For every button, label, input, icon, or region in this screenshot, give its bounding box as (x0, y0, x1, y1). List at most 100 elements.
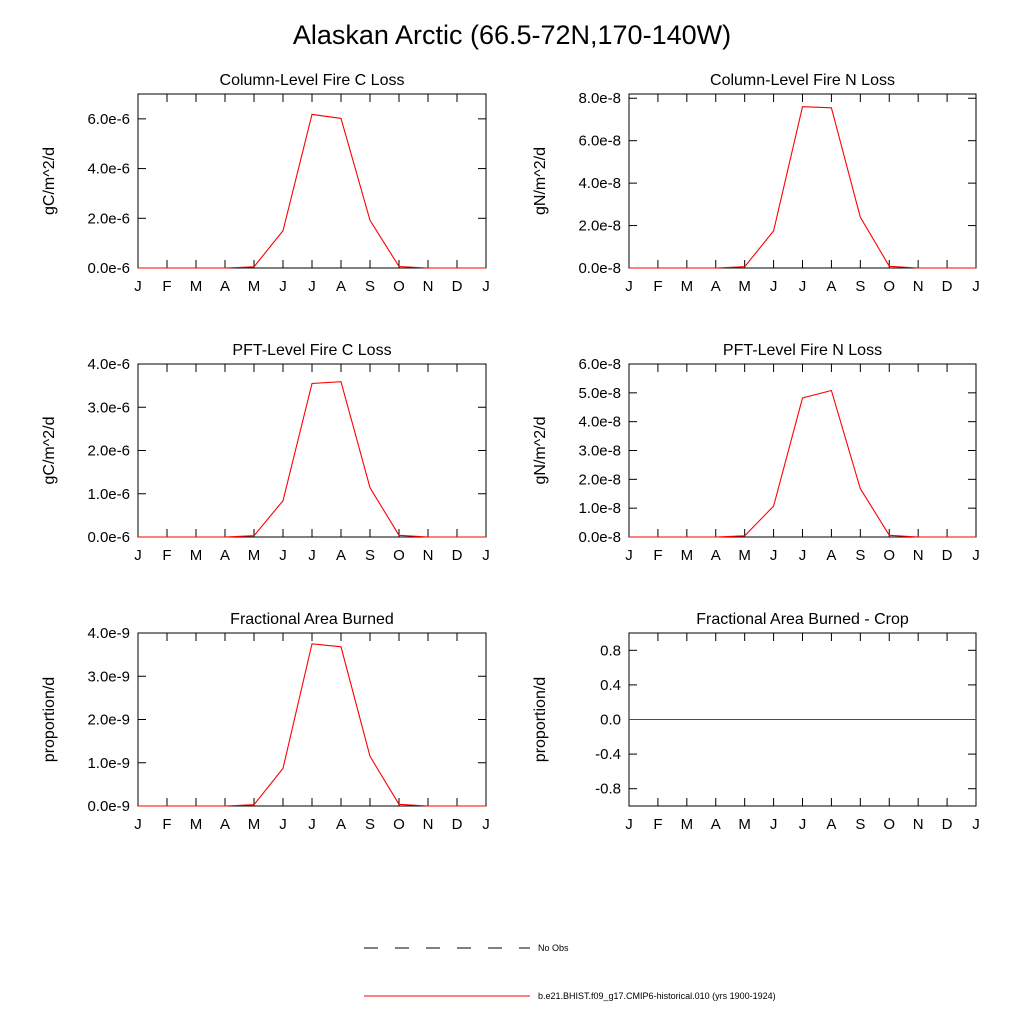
panel-2-xtick-label: A (711, 278, 721, 295)
panel-3-xtick-label: M (248, 547, 261, 564)
panel-1-xtick-label: A (336, 278, 346, 295)
panel-3-xtick-label: D (452, 547, 463, 564)
panel-3-ytick-label: 2.0e-6 (87, 443, 130, 460)
panel-4-xtick-label: D (942, 547, 953, 564)
panel-2-ytick-label: 4.0e-8 (578, 175, 621, 192)
panel-1-ytick-label: 0.0e-6 (87, 260, 130, 277)
panel-1-ytick-label: 4.0e-6 (87, 161, 130, 178)
panel-3-xtick-label: N (423, 547, 434, 564)
panel-1-ylabel: gC/m^2/d (41, 147, 58, 215)
panel-4-ytick-label: 3.0e-8 (578, 443, 621, 460)
panel-3-xtick-label: J (308, 547, 316, 564)
panel-1-xtick-label: J (134, 278, 142, 295)
panel-1-xtick-label: S (365, 278, 375, 295)
panel-6-xtick-label: S (855, 816, 865, 833)
panel-6-xtick-label: A (711, 816, 721, 833)
panel-3-ytick-label: 0.0e-6 (87, 529, 130, 546)
panel-2-xtick-label: M (681, 278, 694, 295)
panel-5-xtick-label: N (423, 816, 434, 833)
panel-3-xtick-label: S (365, 547, 375, 564)
panel-3-title: PFT-Level Fire C Loss (232, 342, 391, 359)
panel-1-xtick-label: M (248, 278, 261, 295)
panel-1-xtick-label: N (423, 278, 434, 295)
panel-5-xtick-label: J (482, 816, 490, 833)
panel-1-xtick-label: J (308, 278, 316, 295)
panel-4-xtick-label: A (826, 547, 836, 564)
legend-label-2: b.e21.BHIST.f09_g17.CMIP6-historical.010… (538, 991, 776, 1001)
panel-6-xtick-label: A (826, 816, 836, 833)
panel-5-frame (137, 632, 487, 807)
panel-6-ytick-label: -0.4 (595, 746, 621, 763)
panel-4-xtick-label: J (972, 547, 980, 564)
panel-5-xtick-label: M (248, 816, 261, 833)
panel-6-xtick-label: J (799, 816, 807, 833)
panel-4-ytick-label: 5.0e-8 (578, 385, 621, 402)
panel-5-xtick-label: S (365, 816, 375, 833)
panel-6-xtick-label: J (972, 816, 980, 833)
panel-2-ytick-label: 6.0e-8 (578, 133, 621, 150)
panel-2-xtick-label: J (625, 278, 633, 295)
panel-6-ytick-label: 0.4 (600, 677, 621, 694)
panel-4-xtick-label: J (770, 547, 778, 564)
panel-1-xtick-label: D (452, 278, 463, 295)
panel-5-xtick-label: J (279, 816, 287, 833)
panel-4-ytick-label: 4.0e-8 (578, 414, 621, 431)
panel-2-ytick-label: 8.0e-8 (578, 90, 621, 107)
panel-5-ytick-label: 4.0e-9 (87, 625, 130, 642)
panel-4-ytick-label: 1.0e-8 (578, 500, 621, 517)
panel-5-ytick-label: 1.0e-9 (87, 755, 130, 772)
panel-2-xtick-label: D (942, 278, 953, 295)
panel-2-xtick-label: A (826, 278, 836, 295)
panel-6-xtick-label: M (738, 816, 751, 833)
panel-3-xtick-label: A (336, 547, 346, 564)
panel-5-xtick-label: J (134, 816, 142, 833)
panel-5-ytick-label: 0.0e-9 (87, 798, 130, 815)
panel-2-title: Column-Level Fire N Loss (710, 72, 895, 89)
panel-6-ytick-label: -0.8 (595, 781, 621, 798)
panel-5-series-line (138, 643, 486, 807)
panel-5-xtick-label: J (308, 816, 316, 833)
panel-6-xtick-label: N (913, 816, 924, 833)
panel-3-xtick-label: O (393, 547, 405, 564)
panel-6-xtick-label: F (653, 816, 662, 833)
panel-4-xtick-label: M (681, 547, 694, 564)
panel-2-xtick-label: N (913, 278, 924, 295)
panel-3-series-line (138, 381, 486, 538)
panel-4-xtick-label: F (653, 547, 662, 564)
panel-1-xtick-label: A (220, 278, 230, 295)
panel-1-xtick-label: M (190, 278, 203, 295)
panel-5-ylabel: proportion/d (41, 677, 58, 762)
panel-6-ytick-label: 0.8 (600, 642, 621, 659)
legend-label-1: No Obs (538, 943, 569, 953)
panel-2-xtick-label: O (883, 278, 895, 295)
panel-1-xtick-label: J (482, 278, 490, 295)
panel-3-xtick-label: J (482, 547, 490, 564)
panel-3-ylabel: gC/m^2/d (41, 417, 58, 485)
panel-3-xtick-label: J (134, 547, 142, 564)
panel-4-xtick-label: A (711, 547, 721, 564)
panel-5-xtick-label: M (190, 816, 203, 833)
panel-6-title: Fractional Area Burned - Crop (696, 611, 909, 628)
panel-6-xtick-label: J (625, 816, 633, 833)
panel-6-xtick-label: D (942, 816, 953, 833)
panel-3-xtick-label: J (279, 547, 287, 564)
panel-2-xtick-label: J (770, 278, 778, 295)
panel-2-series-line (629, 106, 976, 269)
panel-2-xtick-label: F (653, 278, 662, 295)
panel-2-ytick-label: 2.0e-8 (578, 218, 621, 235)
panel-2-xtick-label: M (738, 278, 751, 295)
panel-1-ytick-label: 6.0e-6 (87, 111, 130, 128)
panel-5-xtick-label: D (452, 816, 463, 833)
panel-2-ylabel: gN/m^2/d (532, 147, 549, 215)
panel-6-xtick-label: M (681, 816, 694, 833)
panel-3-ytick-label: 3.0e-6 (87, 399, 130, 416)
page-title: Alaskan Arctic (66.5-72N,170-140W) (292, 20, 732, 50)
panel-4-frame (628, 363, 977, 538)
panel-1-xtick-label: F (162, 278, 171, 295)
panel-4-title: PFT-Level Fire N Loss (723, 342, 882, 359)
panel-3-frame (137, 363, 487, 538)
panel-2-xtick-label: J (799, 278, 807, 295)
panel-4-xtick-label: M (738, 547, 751, 564)
panel-3-xtick-label: M (190, 547, 203, 564)
